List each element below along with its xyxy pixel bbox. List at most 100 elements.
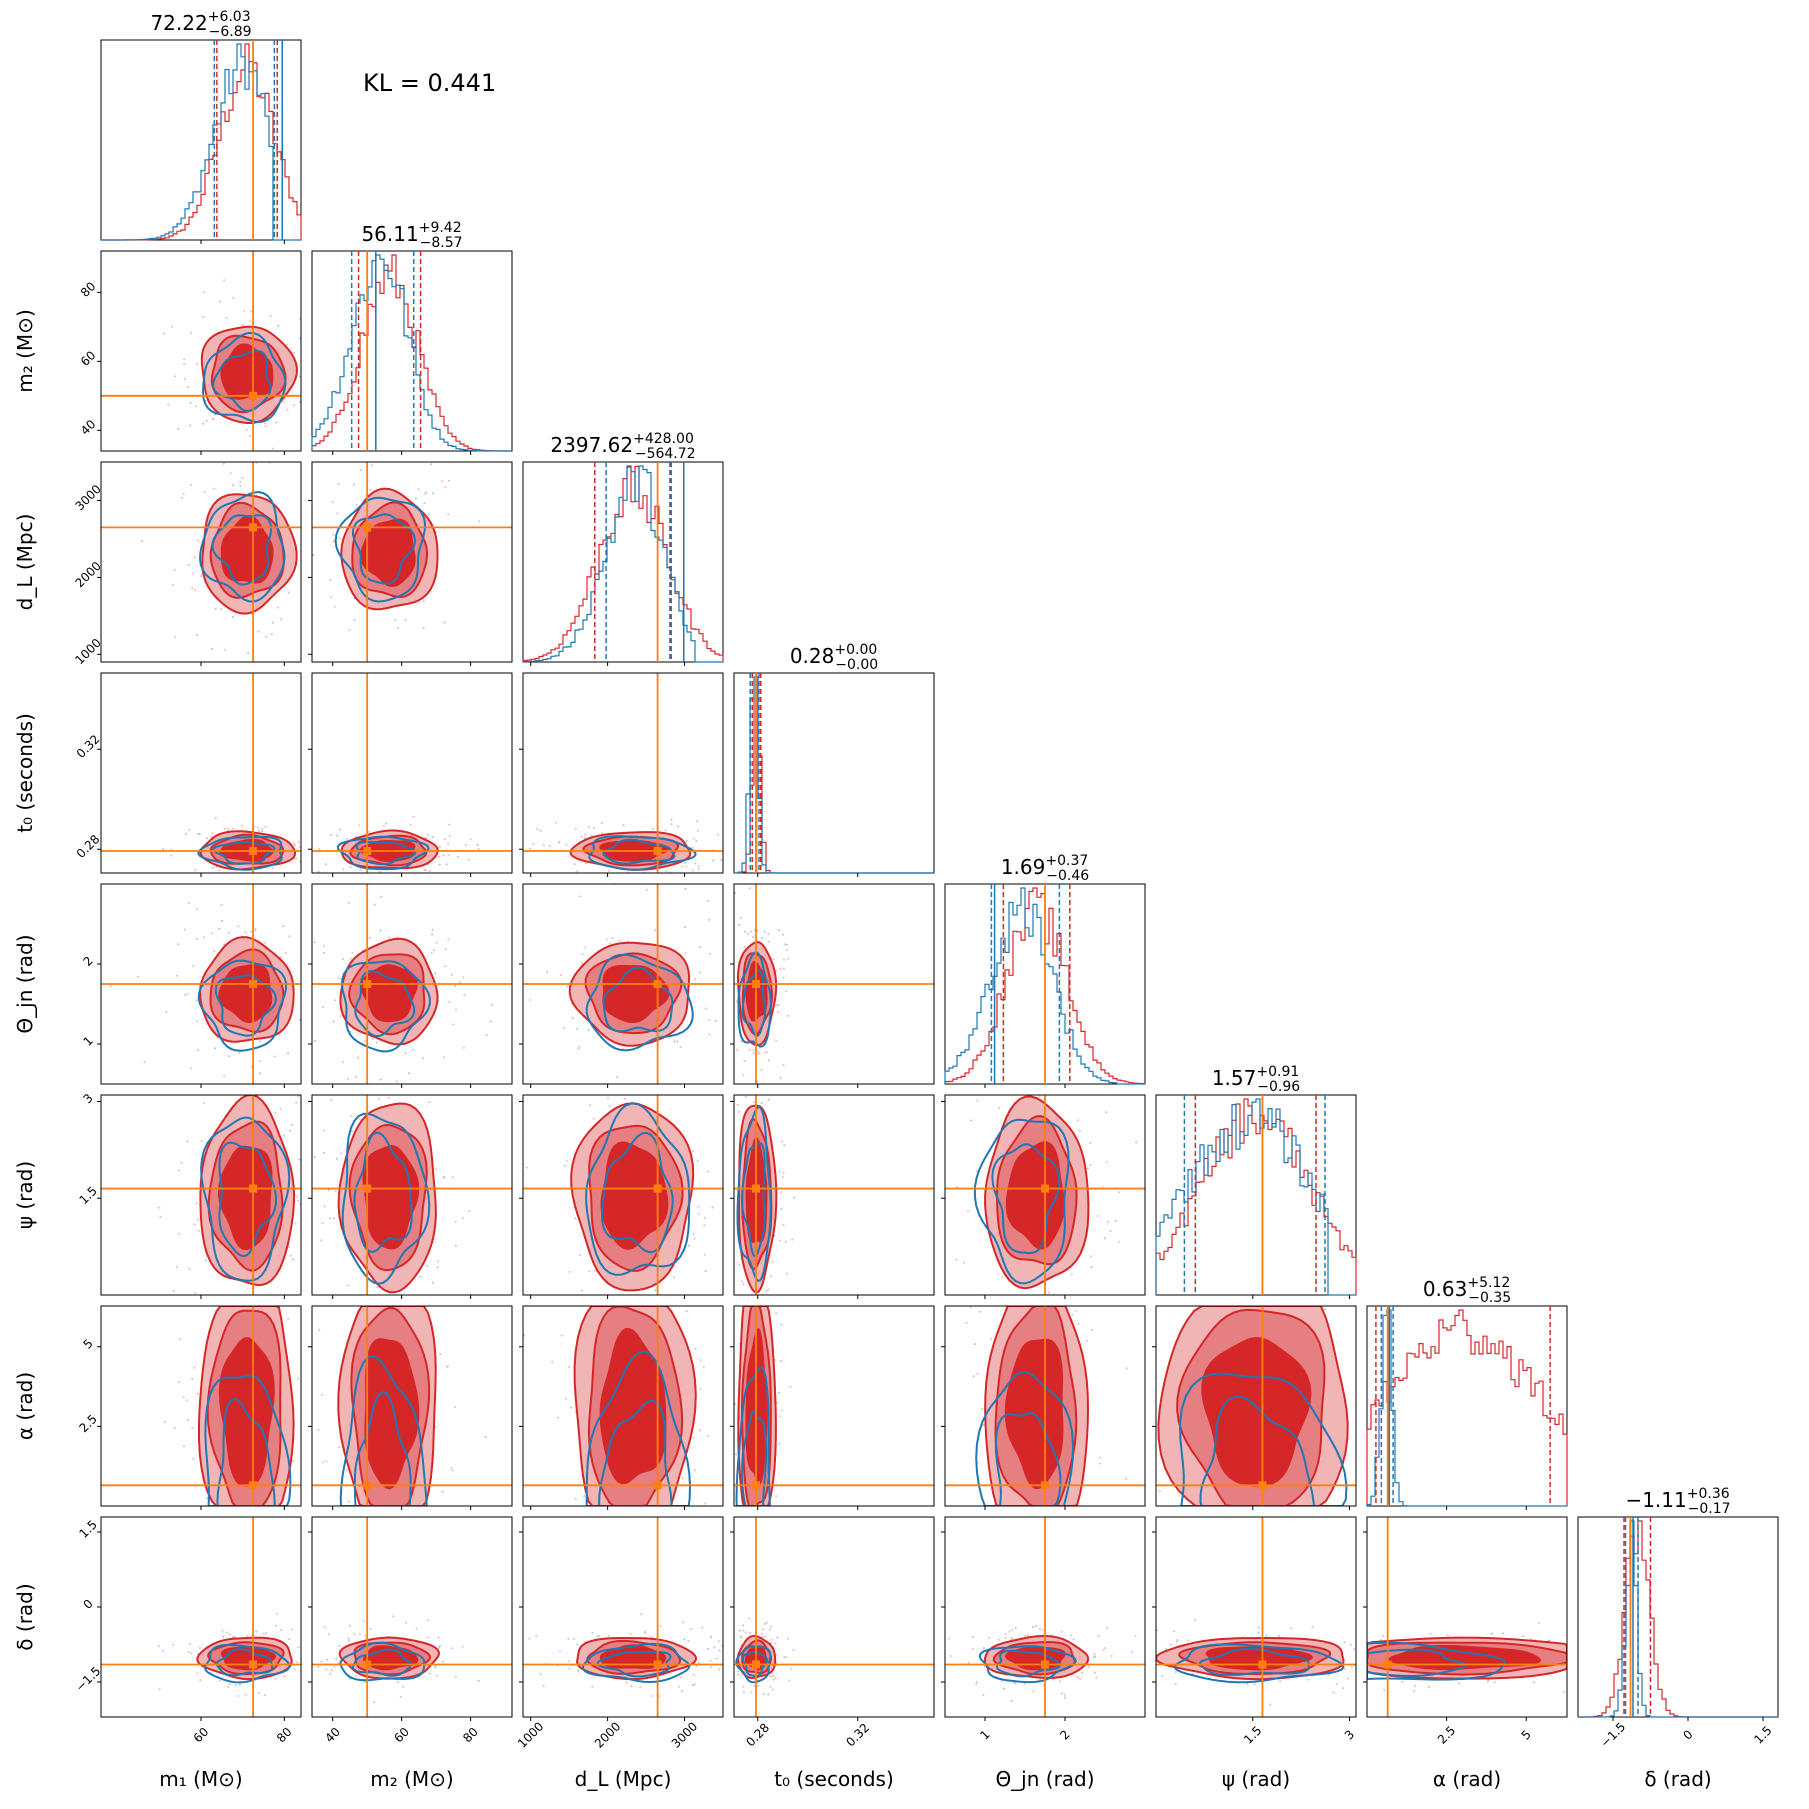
histogram-alpha: 0.63+5.12 −0.35 (1366, 1275, 1568, 1507)
panel-title: 2397.62+428.00 −564.72 (550, 431, 695, 462)
sample-point (454, 984, 456, 987)
red-histogram (311, 254, 512, 452)
sample-point (1381, 1621, 1383, 1623)
sample-point (600, 822, 603, 824)
sample-point (274, 1093, 276, 1095)
truth-marker (1258, 1481, 1267, 1490)
sample-point (170, 854, 173, 857)
sample-point (373, 1701, 376, 1704)
sample-point (739, 1635, 742, 1638)
sample-point (279, 444, 281, 446)
sample-point (1493, 1681, 1496, 1684)
red-contour-inner (1388, 1644, 1542, 1671)
sample-point (292, 1460, 294, 1463)
sample-point (288, 935, 291, 938)
x-tick-label: 60 (391, 1725, 412, 1746)
sample-point (589, 1104, 592, 1106)
sample-point (370, 464, 373, 467)
sample-point (770, 1641, 773, 1644)
sample-point (237, 1695, 240, 1697)
sample-point (525, 1166, 528, 1169)
sample-point (229, 1509, 231, 1511)
sample-point (1408, 1682, 1410, 1684)
sample-point (143, 1061, 146, 1063)
sample-point (780, 1191, 783, 1194)
sample-point (728, 1193, 730, 1195)
sample-point (264, 425, 267, 427)
sample-point (203, 291, 206, 294)
sample-point (1038, 1095, 1041, 1098)
sample-point (779, 1359, 782, 1362)
blue-contour-inner (602, 838, 676, 865)
sample-point (441, 1490, 444, 1493)
sample-point (1059, 1525, 1061, 1527)
sample-point (740, 1040, 742, 1043)
sample-point (542, 844, 545, 846)
sample-point (638, 1071, 640, 1073)
y-tick-label: 0 (81, 1597, 96, 1612)
sample-point (182, 492, 185, 495)
sample-point (768, 1297, 770, 1299)
sample-point (1161, 1675, 1164, 1677)
panel-m1-m2 (100, 250, 302, 452)
sample-point (768, 940, 771, 943)
sample-point (317, 870, 320, 873)
red-histogram (522, 465, 724, 662)
sample-point (1005, 1509, 1007, 1511)
sample-point (206, 837, 209, 840)
sample-point (345, 1468, 348, 1471)
sample-point (1084, 1509, 1086, 1511)
sample-point (1674, 1645, 1676, 1647)
sample-point (333, 605, 336, 608)
sample-point (712, 1318, 714, 1320)
sample-point (287, 1317, 290, 1320)
sample-point (428, 1101, 431, 1104)
sample-point (183, 1445, 185, 1448)
sample-point (1046, 1526, 1048, 1528)
sample-point (775, 1039, 778, 1042)
sample-point (463, 993, 466, 996)
sample-point (729, 1366, 731, 1368)
sample-point (725, 1635, 727, 1637)
sample-point (447, 854, 450, 857)
panel-m1-dL (100, 444, 347, 663)
sample-point (579, 1254, 581, 1257)
blue-contour-outer (336, 835, 430, 871)
sample-point (382, 824, 385, 827)
sample-point (1019, 1064, 1021, 1066)
sample-point (664, 829, 667, 832)
sample-point (163, 1420, 166, 1423)
sample-point (448, 1000, 451, 1003)
sample-point (187, 1651, 190, 1654)
blue-contour-outer (334, 496, 427, 603)
sample-point (975, 1683, 978, 1686)
panel-title: −1.11+0.36 −0.17 (1625, 1486, 1730, 1517)
sample-point (348, 1281, 350, 1283)
panel-t0-psi (733, 1094, 935, 1296)
sample-point (555, 821, 558, 824)
sample-point (323, 1626, 326, 1629)
sample-point (282, 1058, 284, 1060)
x-tick-label: 1.5 (1751, 1723, 1774, 1746)
sample-point (748, 887, 751, 890)
sample-point (293, 1668, 296, 1671)
sample-point (225, 907, 227, 909)
truth-marker (249, 980, 258, 988)
sample-point (976, 1099, 979, 1102)
sample-point (771, 1260, 774, 1263)
sample-point (193, 589, 196, 592)
sample-point (1382, 1541, 1384, 1543)
sample-point (1279, 1680, 1282, 1683)
sample-point (1311, 1162, 1313, 1164)
sample-point (1052, 1285, 1054, 1287)
panel-frame (311, 461, 513, 663)
sample-point (297, 1200, 300, 1202)
sample-point (322, 1201, 324, 1203)
sample-point (1584, 1645, 1586, 1647)
sample-point (437, 1636, 440, 1639)
truth-marker (249, 847, 258, 855)
sample-point (197, 1229, 200, 1232)
sample-point (345, 642, 347, 644)
sample-point (565, 843, 568, 846)
sample-point (341, 1061, 344, 1064)
